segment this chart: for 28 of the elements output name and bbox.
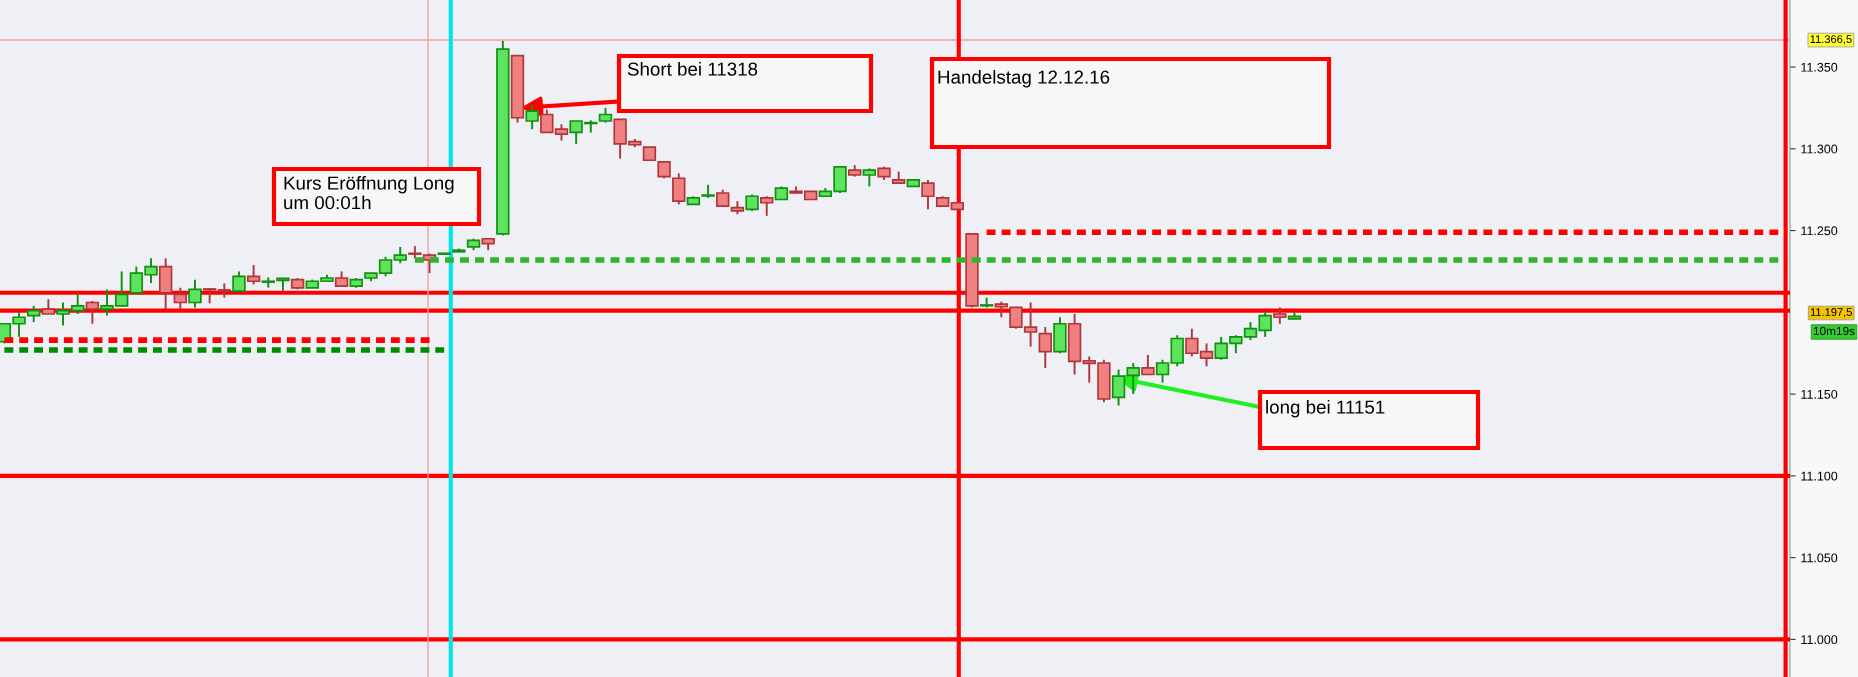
candlestick	[1126, 362, 1140, 396]
annotation: Handelstag 12.12.16	[938, 70, 1110, 88]
candlestick	[1038, 326, 1052, 369]
candlestick	[525, 103, 539, 131]
y-tick-label: 11.250	[1801, 226, 1838, 236]
candlestick	[1155, 358, 1170, 384]
y-tick-label: 11.100	[1801, 471, 1838, 481]
ref-line-label: 11.366,5	[1810, 35, 1852, 45]
y-tick-label: 11.350	[1801, 62, 1838, 72]
candlestick	[672, 172, 686, 206]
y-tick-label: 11.300	[1801, 144, 1838, 154]
candlestick	[1111, 368, 1126, 407]
annotation: Short bei 11318	[627, 62, 758, 76]
candlestick	[232, 270, 246, 293]
candlestick	[246, 263, 261, 286]
candlestick	[188, 278, 202, 309]
y-tick-label: 11.150	[1801, 389, 1838, 399]
y-tick-label: 11.050	[1801, 553, 1838, 563]
candlestick	[1141, 353, 1155, 376]
candlestick	[760, 195, 774, 217]
candlestick	[173, 286, 188, 311]
y-tick-label: 11.000	[1801, 635, 1838, 645]
text: 11.197,5	[1810, 308, 1852, 318]
annotation: long bei 11151	[1266, 400, 1385, 418]
candlestick	[85, 299, 100, 325]
annotation: Kurs Eröffnung Long um 00:01h	[284, 176, 454, 210]
candlestick	[921, 178, 935, 211]
text: 10m19s	[1813, 326, 1855, 336]
